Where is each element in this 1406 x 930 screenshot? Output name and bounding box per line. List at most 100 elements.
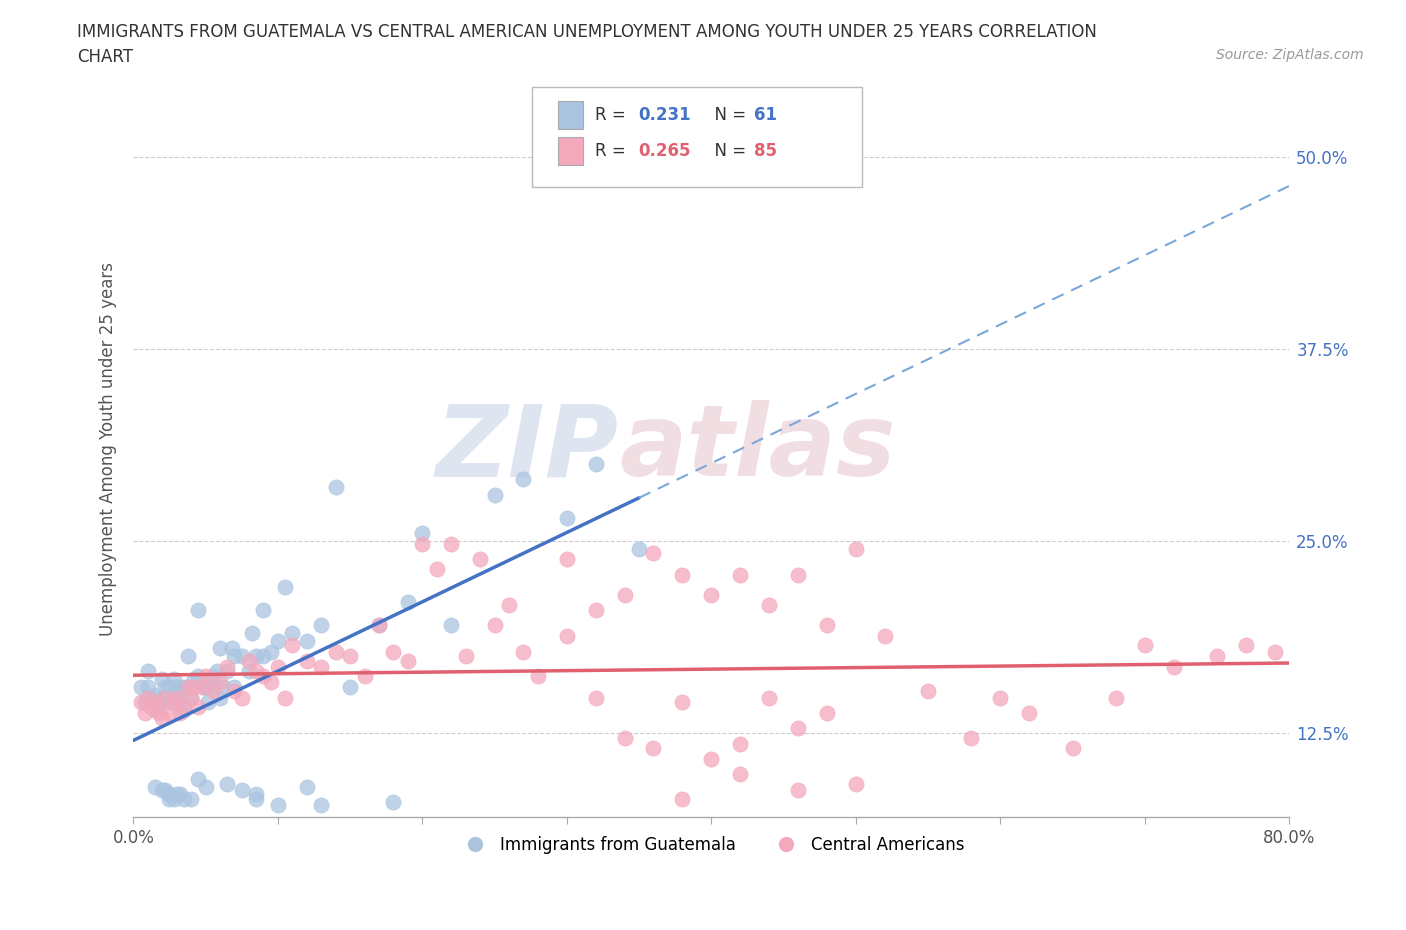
Point <box>555 629 578 644</box>
Point <box>787 567 810 582</box>
Point <box>201 680 224 695</box>
Point <box>197 695 219 710</box>
Point <box>163 695 186 710</box>
Point <box>960 730 983 745</box>
Point <box>440 618 463 632</box>
Point <box>224 649 246 664</box>
Point <box>671 567 693 582</box>
Point <box>150 690 173 705</box>
Point <box>527 669 550 684</box>
Point <box>240 626 263 641</box>
Point <box>136 690 159 705</box>
Point <box>201 669 224 684</box>
Text: 0.265: 0.265 <box>638 142 690 160</box>
Point <box>231 690 253 705</box>
Point <box>613 587 636 602</box>
Point <box>700 587 723 602</box>
Point <box>194 779 217 794</box>
Point <box>325 644 347 659</box>
Point <box>845 541 868 556</box>
Point <box>169 706 191 721</box>
Point <box>309 618 332 632</box>
Text: IMMIGRANTS FROM GUATEMALA VS CENTRAL AMERICAN UNEMPLOYMENT AMONG YOUTH UNDER 25 : IMMIGRANTS FROM GUATEMALA VS CENTRAL AME… <box>77 23 1097 41</box>
Text: R =: R = <box>595 107 630 125</box>
Point <box>143 779 166 794</box>
Point <box>1206 649 1229 664</box>
Point <box>169 787 191 802</box>
Point <box>224 684 246 698</box>
Point <box>267 798 290 813</box>
Point <box>153 690 176 705</box>
Point <box>180 690 202 705</box>
Point <box>671 791 693 806</box>
Point <box>231 649 253 664</box>
Point <box>129 695 152 710</box>
Point <box>468 551 491 566</box>
Point <box>245 664 267 679</box>
Point <box>163 671 186 686</box>
Point <box>295 779 318 794</box>
Point <box>177 680 200 695</box>
Point <box>159 706 181 721</box>
Point <box>728 567 751 582</box>
Point <box>382 794 405 809</box>
Point <box>153 782 176 797</box>
Point <box>512 644 534 659</box>
Point <box>169 684 191 698</box>
Point <box>917 684 939 698</box>
Point <box>177 649 200 664</box>
Point <box>134 706 156 721</box>
Point <box>512 472 534 487</box>
Point <box>173 791 195 806</box>
FancyBboxPatch shape <box>531 87 862 187</box>
Point <box>134 695 156 710</box>
Point <box>252 649 274 664</box>
Point <box>183 671 205 686</box>
Point <box>1018 706 1040 721</box>
Point <box>411 537 433 551</box>
Point <box>166 690 188 705</box>
Point <box>585 690 607 705</box>
Text: 85: 85 <box>754 142 778 160</box>
Point <box>187 772 209 787</box>
Point <box>396 653 419 668</box>
Point <box>309 659 332 674</box>
Point <box>187 603 209 618</box>
Point <box>643 741 665 756</box>
Point <box>309 798 332 813</box>
Point <box>758 598 780 613</box>
Point <box>1264 644 1286 659</box>
Point <box>238 653 260 668</box>
Point <box>148 706 170 721</box>
Text: atlas: atlas <box>619 400 896 498</box>
Point <box>173 702 195 717</box>
Point <box>259 675 281 690</box>
Point <box>643 546 665 561</box>
Point <box>212 680 235 695</box>
Point <box>585 457 607 472</box>
Point <box>281 638 304 653</box>
Point <box>628 541 651 556</box>
Point <box>339 649 361 664</box>
Point <box>129 680 152 695</box>
Point <box>1163 659 1185 674</box>
Point <box>173 699 195 714</box>
Point <box>454 649 477 664</box>
Point <box>201 684 224 698</box>
Legend: Immigrants from Guatemala, Central Americans: Immigrants from Guatemala, Central Ameri… <box>451 830 972 860</box>
Point <box>180 680 202 695</box>
Point <box>259 644 281 659</box>
Point <box>252 603 274 618</box>
Point <box>136 680 159 695</box>
Point <box>180 690 202 705</box>
Point <box>758 690 780 705</box>
Point <box>295 633 318 648</box>
Point <box>787 782 810 797</box>
Text: R =: R = <box>595 142 630 160</box>
Point <box>173 680 195 695</box>
Point <box>728 767 751 782</box>
Text: 61: 61 <box>754 107 778 125</box>
Point <box>585 603 607 618</box>
Point <box>274 579 297 594</box>
Point <box>988 690 1011 705</box>
